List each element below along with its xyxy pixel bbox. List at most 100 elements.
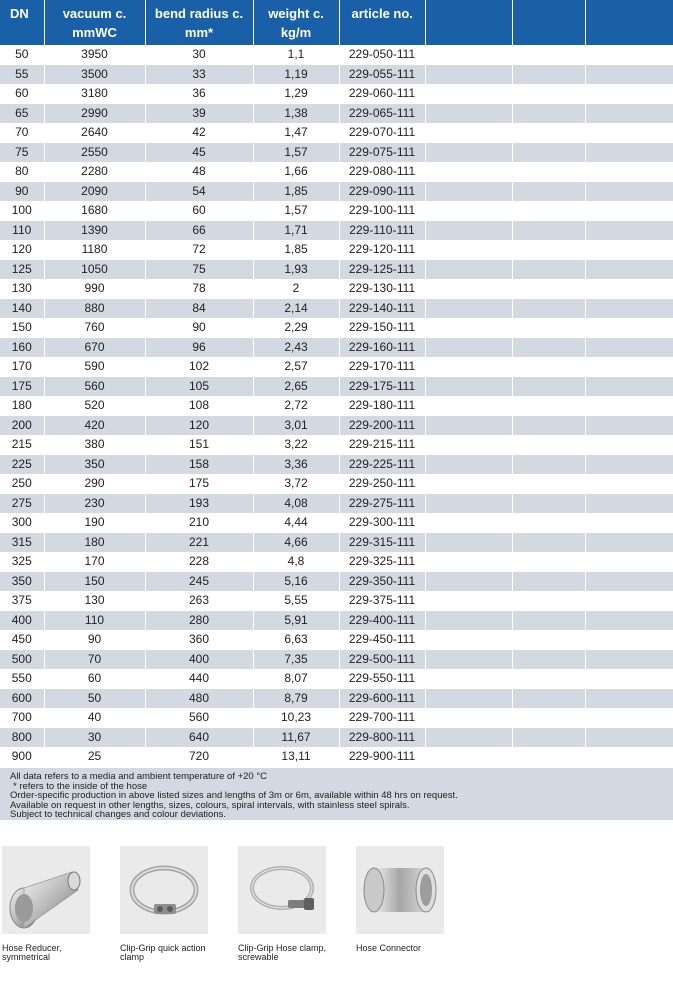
table-cell: 110 xyxy=(0,220,45,240)
table-row: 65 2990 39 1,38 229-065-111 xyxy=(0,103,673,123)
table-cell: 229-500-111 xyxy=(339,649,426,669)
table-cell xyxy=(585,298,673,318)
table-cell: 6,63 xyxy=(253,630,340,650)
table-cell xyxy=(585,552,673,572)
table-cell: 229-200-111 xyxy=(339,415,426,435)
table-cell: 151 xyxy=(145,435,254,455)
table-cell: 60 xyxy=(0,84,45,104)
table-cell: 325 xyxy=(0,552,45,572)
table-cell: 900 xyxy=(0,747,45,767)
accessory-label: Hose Reducer, symmetrical xyxy=(2,943,62,962)
table-row: 375 130 263 5,55 229-375-111 xyxy=(0,591,673,611)
table-cell: 10,23 xyxy=(253,708,340,728)
table-cell: 480 xyxy=(145,688,254,708)
table-row: 100 1680 60 1,57 229-100-111 xyxy=(0,201,673,221)
footnotes: All data refers to a media and ambient t… xyxy=(0,768,673,820)
table-cell xyxy=(425,571,513,591)
table-cell: 229-250-111 xyxy=(339,474,426,494)
table-row: 215 380 151 3,22 229-215-111 xyxy=(0,435,673,455)
table-cell: 229-055-111 xyxy=(339,64,426,84)
table-cell xyxy=(512,708,586,728)
table-cell: 3,22 xyxy=(253,435,340,455)
table-cell xyxy=(512,318,586,338)
table-cell: 84 xyxy=(145,298,254,318)
table-cell: 229-450-111 xyxy=(339,630,426,650)
table-cell: 2,72 xyxy=(253,396,340,416)
table-cell xyxy=(512,103,586,123)
table-cell xyxy=(425,84,513,104)
table-cell: 1,66 xyxy=(253,162,340,182)
table-cell: 3,36 xyxy=(253,454,340,474)
table-cell xyxy=(425,415,513,435)
table-cell: 229-225-111 xyxy=(339,454,426,474)
table-row: 200 420 120 3,01 229-200-111 xyxy=(0,415,673,435)
table-cell xyxy=(585,142,673,162)
table-cell: 2,57 xyxy=(253,357,340,377)
table-cell: 40 xyxy=(44,708,146,728)
table-cell xyxy=(425,513,513,533)
table-cell: 158 xyxy=(145,454,254,474)
table-cell xyxy=(512,64,586,84)
table-cell xyxy=(425,162,513,182)
table-cell: 2,14 xyxy=(253,298,340,318)
table-cell: 800 xyxy=(0,727,45,747)
table-cell: 720 xyxy=(145,747,254,767)
table-cell xyxy=(425,103,513,123)
table-cell: 3,01 xyxy=(253,415,340,435)
table-cell: 1,38 xyxy=(253,103,340,123)
table-cell xyxy=(512,396,586,416)
table-cell: 229-180-111 xyxy=(339,396,426,416)
table-cell: 2280 xyxy=(44,162,146,182)
table-cell: 30 xyxy=(44,727,146,747)
table-cell: 229-325-111 xyxy=(339,552,426,572)
table-cell xyxy=(512,142,586,162)
table-cell: 100 xyxy=(0,201,45,221)
table-cell xyxy=(585,45,673,65)
table-row: 55 3500 33 1,19 229-055-111 xyxy=(0,64,673,84)
table-cell xyxy=(425,610,513,630)
table-cell: 1,19 xyxy=(253,64,340,84)
table-cell: 229-070-111 xyxy=(339,123,426,143)
table-row: 140 880 84 2,14 229-140-111 xyxy=(0,298,673,318)
table-cell: 500 xyxy=(0,649,45,669)
table-row: 550 60 440 8,07 229-550-111 xyxy=(0,669,673,689)
table-cell: 1,85 xyxy=(253,240,340,260)
table-cell: 1,1 xyxy=(253,45,340,65)
table-cell: 229-160-111 xyxy=(339,337,426,357)
table-cell: 102 xyxy=(145,357,254,377)
table-cell xyxy=(585,337,673,357)
table-cell xyxy=(585,357,673,377)
table-cell xyxy=(585,64,673,84)
table-cell: 228 xyxy=(145,552,254,572)
table-cell: 105 xyxy=(145,376,254,396)
table-cell xyxy=(512,45,586,65)
table-row: 50 3950 30 1,1 229-050-111 xyxy=(0,45,673,65)
table-cell: 3,72 xyxy=(253,474,340,494)
column-header xyxy=(585,0,673,45)
table-cell: 600 xyxy=(0,688,45,708)
table-cell xyxy=(512,162,586,182)
table-cell xyxy=(585,396,673,416)
table-cell: 229-140-111 xyxy=(339,298,426,318)
table-cell: 75 xyxy=(0,142,45,162)
table-cell: 1,93 xyxy=(253,259,340,279)
table-cell xyxy=(585,103,673,123)
table-cell xyxy=(512,337,586,357)
table-cell: 2 xyxy=(253,279,340,299)
table-row: 300 190 210 4,44 229-300-111 xyxy=(0,513,673,533)
table-cell xyxy=(425,474,513,494)
table-cell: 160 xyxy=(0,337,45,357)
table-cell xyxy=(585,376,673,396)
table-cell: 560 xyxy=(145,708,254,728)
table-cell: 229-150-111 xyxy=(339,318,426,338)
table-cell: 229-800-111 xyxy=(339,727,426,747)
table-row: 150 760 90 2,29 229-150-111 xyxy=(0,318,673,338)
table-cell: 4,66 xyxy=(253,532,340,552)
table-cell xyxy=(512,201,586,221)
table-cell: 250 xyxy=(0,474,45,494)
table-cell: 1,29 xyxy=(253,84,340,104)
table-cell: 210 xyxy=(145,513,254,533)
accessory-label: Hose Connector xyxy=(356,943,422,953)
table-cell: 75 xyxy=(145,259,254,279)
table-cell xyxy=(585,747,673,767)
